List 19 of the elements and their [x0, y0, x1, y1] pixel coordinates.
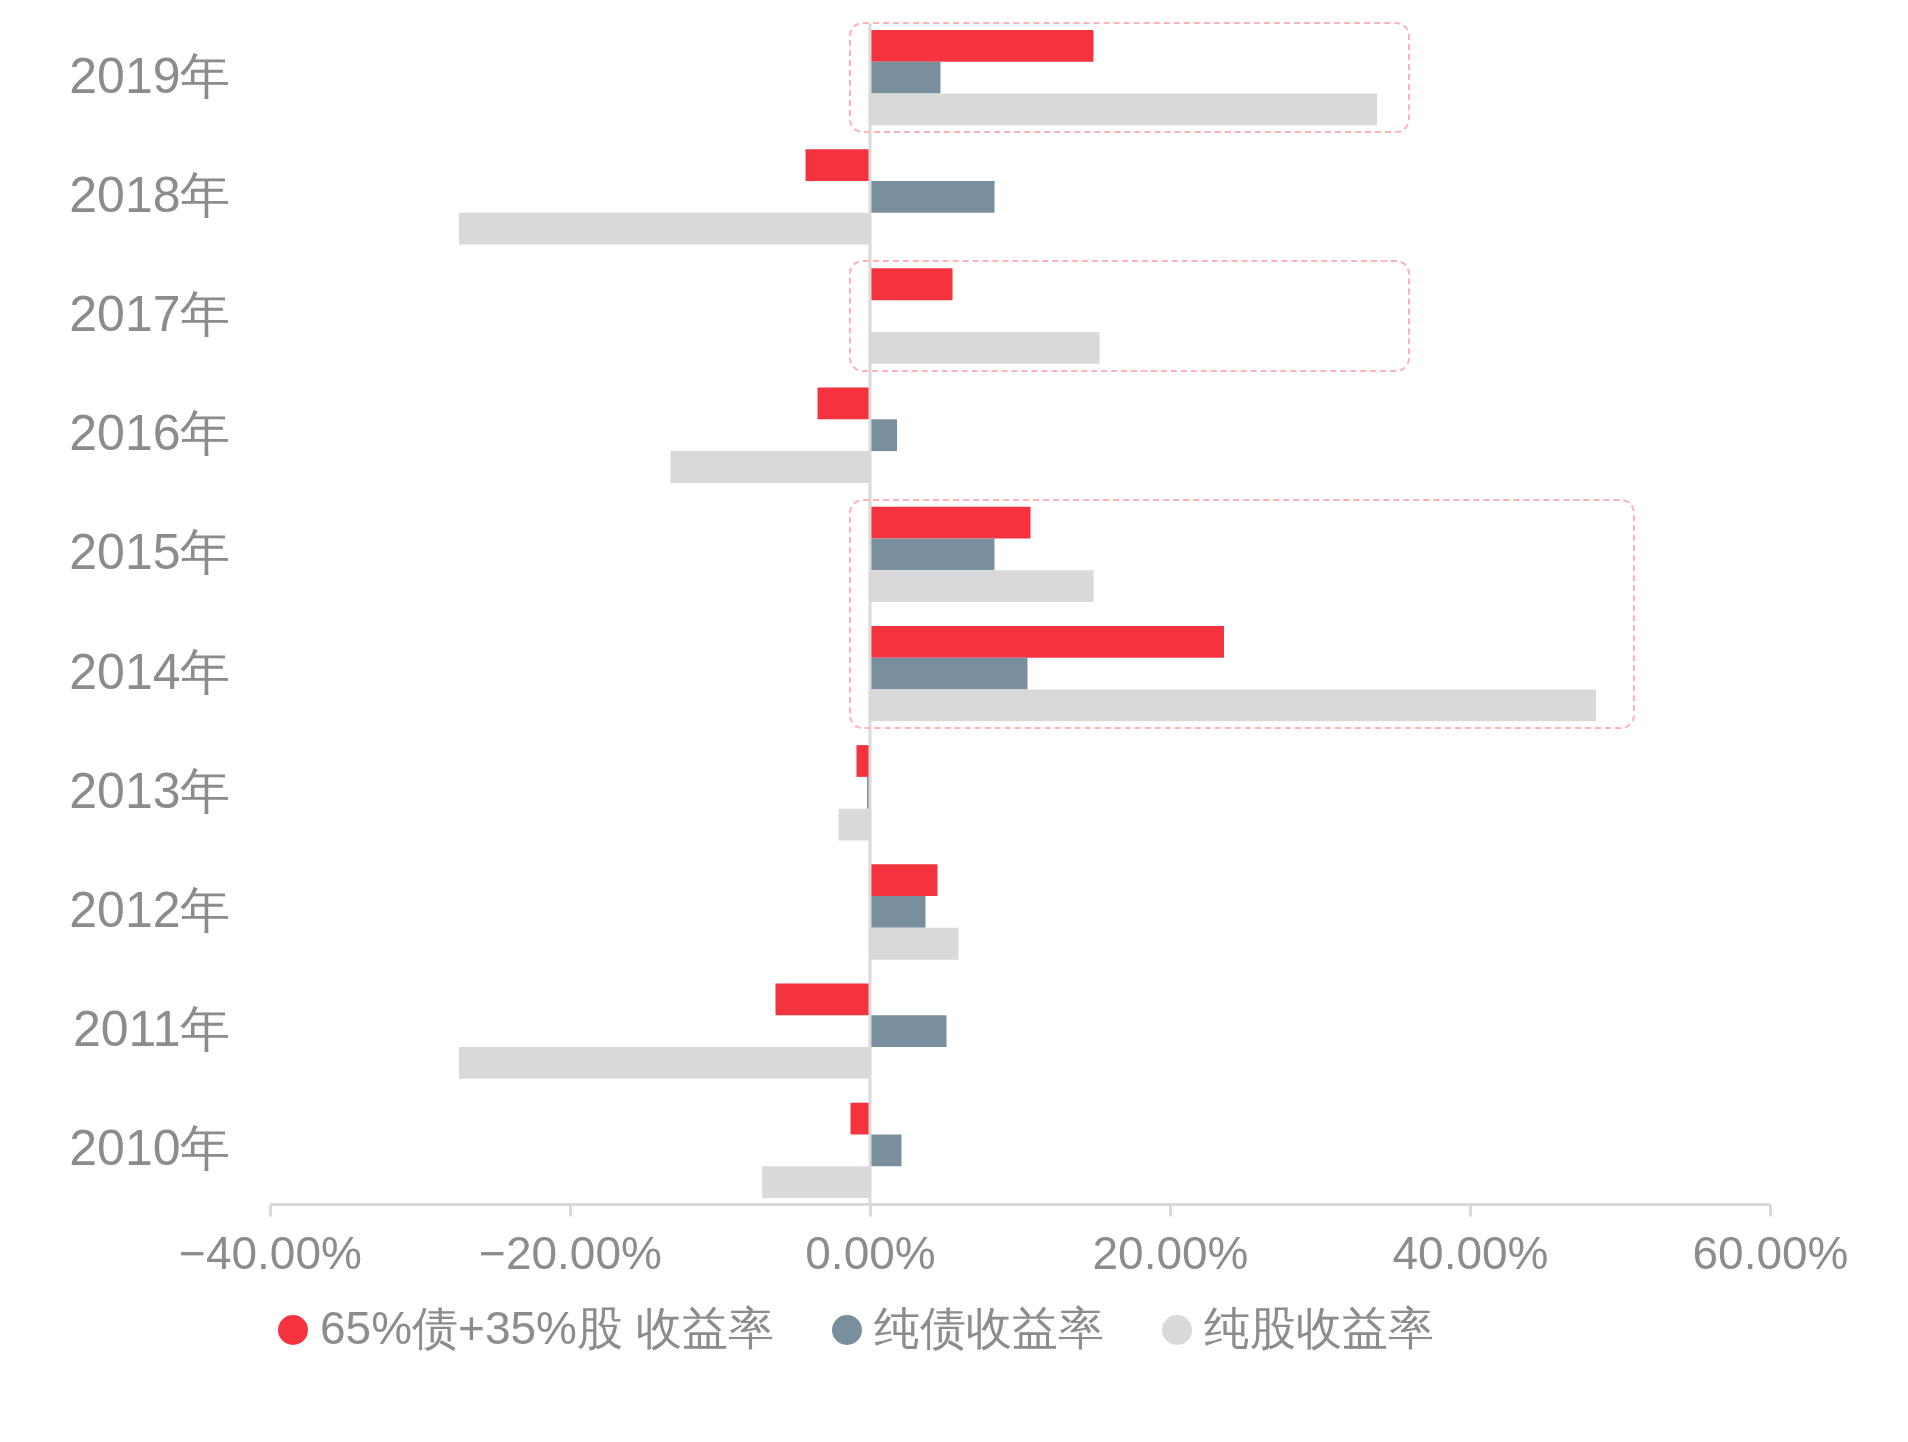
legend-label: 纯债收益率 — [874, 1302, 1104, 1354]
y-tick-label: 2012年 — [69, 881, 231, 938]
legend-label: 纯股收益率 — [1204, 1302, 1434, 1354]
y-tick-label: 2014年 — [69, 643, 231, 700]
y-tick-label: 2010年 — [69, 1120, 231, 1177]
legend-label: 65%债+35%股 收益率 — [320, 1302, 774, 1354]
x-tick-label: 0.00% — [805, 1226, 936, 1279]
y-tick-label: 2017年 — [69, 286, 231, 343]
y-tick-label: 2011年 — [72, 1001, 231, 1058]
y-tick-label: 2019年 — [69, 47, 231, 104]
x-tick-label: −20.00% — [479, 1226, 662, 1279]
x-tick-label: 60.00% — [1692, 1226, 1849, 1279]
x-tick-label: 40.00% — [1392, 1226, 1549, 1279]
x-tick-label: 20.00% — [1092, 1226, 1249, 1279]
y-tick-label: 2016年 — [69, 405, 231, 462]
y-tick-label: 2015年 — [69, 524, 231, 581]
y-tick-label: 2018年 — [69, 166, 231, 223]
y-tick-label: 2013年 — [69, 762, 231, 819]
x-tick-label: −40.00% — [179, 1226, 362, 1279]
